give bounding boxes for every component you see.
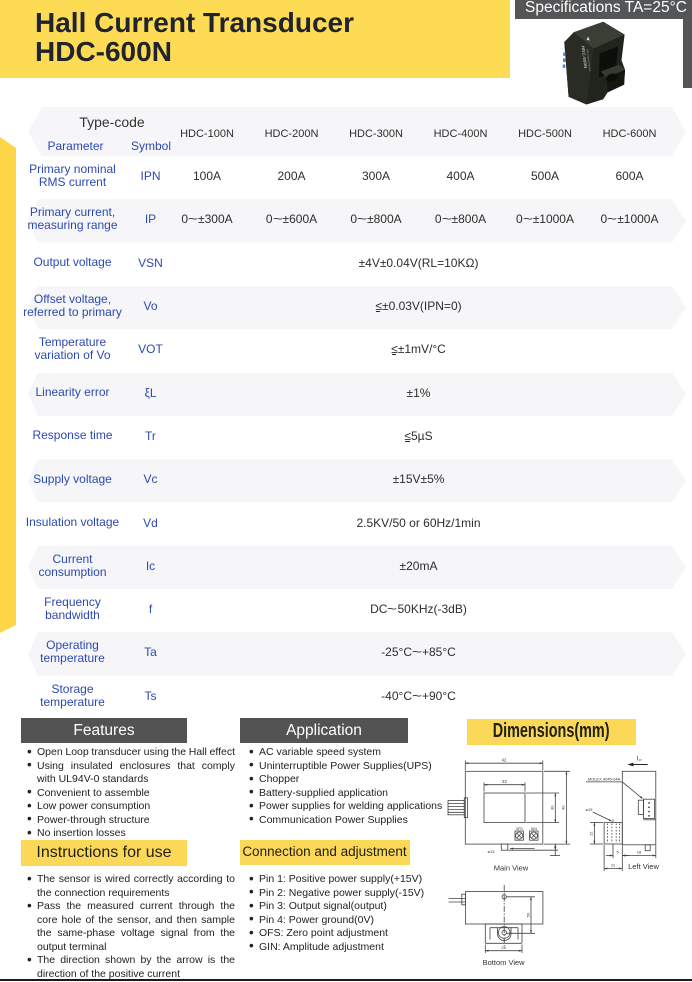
svg-text:HDC-600N: HDC-600N: [581, 46, 589, 69]
svg-text:5: 5: [616, 850, 619, 855]
svg-text:12: 12: [589, 831, 594, 836]
svg-text:GIN: GIN: [531, 827, 538, 831]
svg-text:OFS: OFS: [516, 827, 524, 831]
svg-text:ø13: ø13: [488, 849, 496, 854]
svg-text:Hall Current Sensor: Hall Current Sensor: [586, 49, 593, 72]
svg-text:Main View: Main View: [494, 863, 529, 872]
svg-text:22: 22: [502, 779, 507, 784]
svg-text:28: 28: [501, 945, 506, 950]
svg-text:50: 50: [525, 912, 530, 917]
svg-text:Left View: Left View: [628, 862, 659, 871]
svg-text:ø15: ø15: [586, 807, 594, 812]
svg-text:40: 40: [561, 805, 566, 810]
svg-text:P: P: [639, 759, 642, 763]
svg-text:MOLEX 9045-04A: MOLEX 9045-04A: [588, 776, 621, 781]
svg-text:Bottom View: Bottom View: [483, 958, 526, 967]
svg-text:11: 11: [611, 863, 616, 868]
svg-text:42: 42: [502, 758, 507, 763]
svg-text:30: 30: [550, 805, 555, 810]
svg-text:I: I: [637, 757, 639, 763]
svg-text:18: 18: [637, 850, 642, 855]
